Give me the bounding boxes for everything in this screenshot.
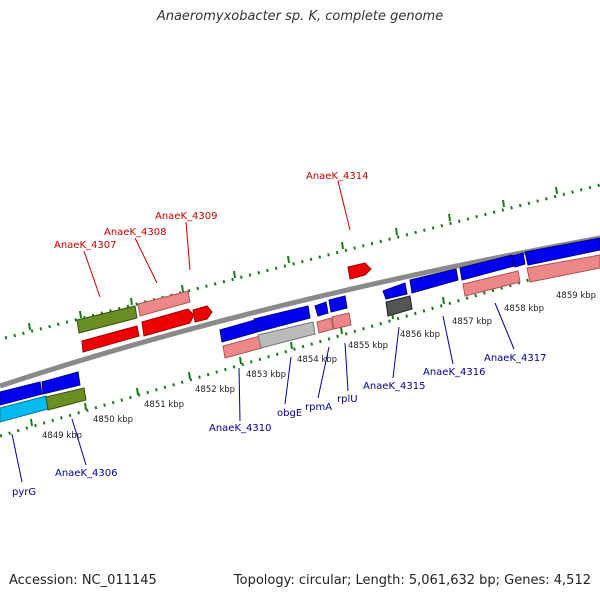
genome-backbone xyxy=(0,235,600,389)
upper-tick-track xyxy=(4,183,600,340)
kbp-label: 4852 kbp xyxy=(195,385,235,395)
gene-right-blue xyxy=(524,237,600,266)
kbp-label: 4853 kbp xyxy=(246,370,286,380)
gene-label: AnaeK_4306 xyxy=(55,468,117,479)
gene-anaek-4317-pink xyxy=(462,270,521,297)
bottom-gene-label-lines xyxy=(11,302,515,483)
gene-pyrg-blue xyxy=(0,381,43,406)
gene-small-blue xyxy=(511,252,526,268)
gene-anaek-4316-blue xyxy=(409,268,459,294)
gene-anaek-4317-blue xyxy=(459,254,515,281)
map-title: Anaeromyxobacter sp. K, complete genome xyxy=(156,9,444,24)
gene-label: AnaeK_4310 xyxy=(209,423,271,434)
gene-anaek-4315-dark xyxy=(385,295,413,317)
kbp-label: 4855 kbp xyxy=(348,341,388,351)
kbp-label: 4851 kbp xyxy=(144,400,184,410)
gene-label: rpmA xyxy=(305,402,332,413)
gene-obge-blue xyxy=(253,305,311,333)
gene-label: AnaeK_4316 xyxy=(423,367,485,378)
gene-label: AnaeK_4309 xyxy=(155,211,217,222)
kbp-label: 4858 kbp xyxy=(504,304,544,314)
gene-anaek-4314-red xyxy=(347,262,372,280)
gene-anaek-4307-olive xyxy=(76,305,138,334)
kbp-labels: 4849 kbp 4850 kbp 4851 kbp 4852 kbp 4853… xyxy=(42,291,596,441)
kbp-label: 4857 kbp xyxy=(452,317,492,327)
gene-anaek-4308-pink xyxy=(137,290,191,317)
gene-label: rplU xyxy=(337,394,358,405)
kbp-label: 4856 kbp xyxy=(400,330,440,340)
gene-rpma-blue xyxy=(314,301,329,317)
kbp-label: 4850 kbp xyxy=(93,415,133,425)
gene-label: AnaeK_4317 xyxy=(484,353,546,364)
gene-obge-grey xyxy=(257,321,316,349)
reverse-genes xyxy=(0,237,600,423)
upper-major-ticks xyxy=(28,186,558,331)
kbp-label: 4859 kbp xyxy=(556,291,596,301)
gene-anaek-4306-blue xyxy=(41,371,81,395)
gene-label: obgE xyxy=(277,408,302,419)
gene-right-pink xyxy=(526,254,600,283)
gene-label: AnaeK_4315 xyxy=(363,381,425,392)
kbp-label: 4849 kbp xyxy=(42,431,82,441)
kbp-label: 4854 kbp xyxy=(297,355,337,365)
gene-label: pyrG xyxy=(12,487,36,498)
gene-rplu-blue xyxy=(328,295,348,313)
gene-label: AnaeK_4314 xyxy=(306,171,368,182)
gene-anaek-4309-red xyxy=(192,305,213,323)
gene-rplu-pink xyxy=(331,312,352,330)
gene-rpma-pink xyxy=(316,317,334,334)
genome-summary-text: Topology: circular; Length: 5,061,632 bp… xyxy=(233,573,591,588)
accession-text: Accession: NC_011145 xyxy=(9,573,157,588)
gene-anaek-4306-olive xyxy=(45,387,87,411)
gene-label: AnaeK_4308 xyxy=(104,227,166,238)
gene-label: AnaeK_4307 xyxy=(54,240,116,251)
gene-anaek-4308-red xyxy=(141,308,195,337)
gene-anaek-4315-blue xyxy=(382,282,408,300)
gene-anaek-4307-red xyxy=(81,325,140,353)
top-gene-labels xyxy=(83,180,351,298)
forward-genes xyxy=(76,262,372,353)
